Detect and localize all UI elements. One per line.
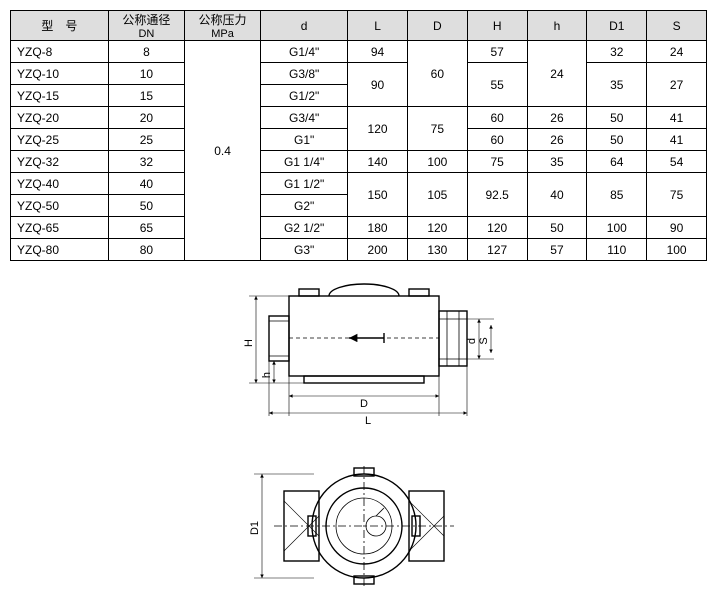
table-row: YZQ-10 10 G3/8" 90 55 35 27	[11, 63, 707, 85]
th-H: H	[467, 11, 527, 41]
th-D1: D1	[587, 11, 647, 41]
table-body: YZQ-8 8 0.4 G1/4" 94 60 57 24 32 24 YZQ-…	[11, 41, 707, 261]
table-row: YZQ-40 40 G1 1/2" 150 105 92.5 40 85 75	[11, 173, 707, 195]
th-mpa: 公称压力 MPa	[185, 11, 261, 41]
svg-text:S: S	[478, 337, 490, 344]
mpa-cell: 0.4	[185, 41, 261, 261]
table-row: YZQ-65 65 G2 1/2" 180 120 120 50 100 90	[11, 217, 707, 239]
svg-text:D: D	[360, 398, 368, 410]
th-S: S	[647, 11, 707, 41]
svg-text:H: H	[243, 339, 255, 347]
th-D: D	[407, 11, 467, 41]
svg-text:d: d	[466, 338, 478, 344]
plan-view: D1	[249, 466, 454, 586]
table-row: YZQ-32 32 G1 1/4" 140 100 75 35 64 54	[11, 151, 707, 173]
svg-text:D1: D1	[249, 521, 261, 535]
th-model: 型 号	[11, 11, 109, 41]
table-row: YZQ-20 20 G3/4" 120 75 60 26 50 41	[11, 107, 707, 129]
technical-drawing: H h d S D L	[10, 281, 707, 606]
th-dn: 公称通径 DN	[108, 11, 184, 41]
svg-text:L: L	[364, 415, 370, 427]
spec-table: 型 号 公称通径 DN 公称压力 MPa d L D H h D1 S YZQ-…	[10, 10, 707, 261]
table-row: YZQ-8 8 0.4 G1/4" 94 60 57 24 32 24	[11, 41, 707, 63]
th-L: L	[348, 11, 408, 41]
th-h: h	[527, 11, 587, 41]
th-d: d	[261, 11, 348, 41]
side-view: H h d S D L	[243, 284, 494, 427]
table-row: YZQ-80 80 G3" 200 130 127 57 110 100	[11, 239, 707, 261]
svg-text:h: h	[261, 372, 273, 378]
